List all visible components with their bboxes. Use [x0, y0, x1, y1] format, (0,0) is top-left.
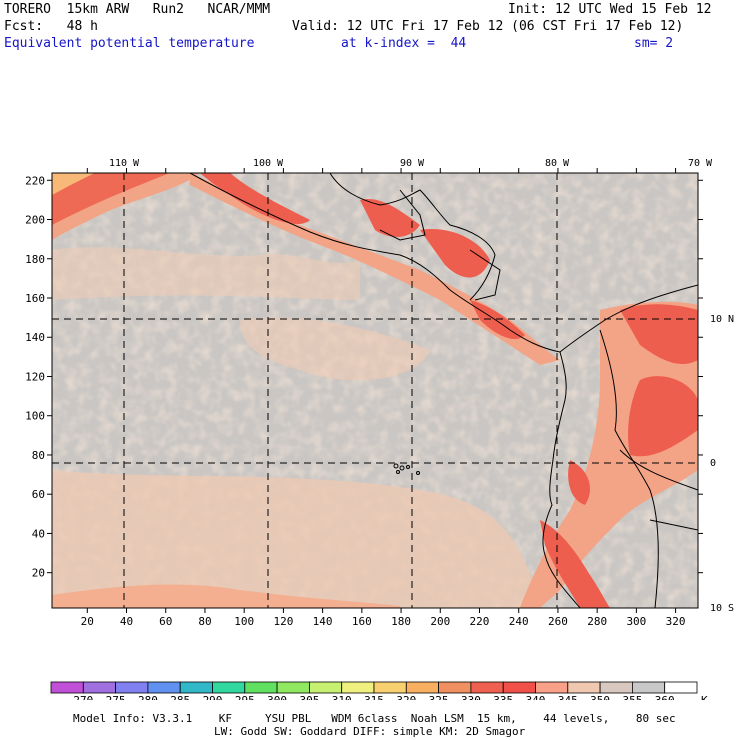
y-tick-label: 80 — [32, 449, 45, 462]
colorbar-level-label: 340 — [526, 694, 546, 700]
map-frame — [51, 172, 699, 609]
y-tick-label: 20 — [32, 567, 45, 580]
x-tick-label: 140 — [313, 615, 333, 628]
y-axis-ticks — [47, 179, 703, 574]
valid-time: Valid: 12 UTC Fri 17 Feb 12 (06 CST Fri … — [292, 19, 684, 34]
graticule — [52, 173, 698, 608]
x-tick-label: 40 — [120, 615, 133, 628]
colorbar-level-label: 320 — [396, 694, 416, 700]
y-tick-label: 200 — [25, 214, 45, 227]
x-tick-label: 260 — [548, 615, 568, 628]
lat-label-0: 0 — [710, 458, 716, 469]
y-tick-label: 120 — [25, 370, 45, 383]
colorbar-swatch — [82, 681, 117, 694]
colorbar-level-label: 310 — [332, 694, 352, 700]
field-name: Equivalent potential temperature — [4, 36, 255, 51]
colorbar-level-label: 345 — [558, 694, 578, 700]
map-plot: 20 40 60 80 100 120 140 160 180 200 220 240 260 280 30… — [25, 158, 734, 700]
colorbar-swatch — [244, 681, 278, 694]
y-tick-label: 100 — [25, 410, 45, 423]
colorbar-swatch — [212, 681, 246, 694]
colorbar-swatch — [115, 681, 149, 694]
colorbar-swatch — [567, 681, 601, 694]
colorbar-level-label: 305 — [299, 694, 319, 700]
model-title: TORERO 15km ARW Run2 NCAR/MMM — [4, 2, 271, 17]
galapagos-islands — [393, 463, 420, 475]
y-tick-label: 220 — [25, 174, 45, 187]
y-tick-label: 140 — [25, 331, 45, 344]
colorbar-swatch — [502, 681, 536, 694]
colorbar-level-label: 270 — [73, 694, 93, 700]
x-tick-label: 60 — [159, 615, 172, 628]
colorbar-swatch — [470, 681, 504, 694]
y-tick-label: 60 — [32, 488, 45, 501]
x-tick-label: 100 — [234, 615, 254, 628]
init-time: Init: 12 UTC Wed 15 Feb 12 — [508, 2, 712, 17]
colorbar-level-label: 275 — [106, 694, 126, 700]
colorbar-level-label: 300 — [267, 694, 287, 700]
y-tick-label: 180 — [25, 253, 45, 266]
lon-label-100w: 100 W — [253, 158, 284, 169]
colorbar-swatch — [632, 681, 666, 694]
lon-label-110w: 110 W — [109, 158, 140, 169]
x-tick-label: 280 — [587, 615, 607, 628]
x-tick-label: 180 — [391, 615, 411, 628]
colorbar-level-label: 355 — [622, 694, 642, 700]
x-tick-label: 200 — [430, 615, 450, 628]
colorbar-swatch — [50, 681, 84, 694]
colorbar-swatch — [373, 681, 407, 694]
x-tick-label: 220 — [470, 615, 490, 628]
x-tick-label: 20 — [81, 615, 94, 628]
colorbar-level-label: 295 — [235, 694, 255, 700]
lat-label-10n: 10 N — [710, 314, 734, 325]
colorbar-swatch — [308, 681, 343, 694]
colorbar-swatch — [276, 681, 310, 694]
lon-label-80w: 80 W — [545, 158, 570, 169]
model-info-line1: Model Info: V3.3.1 KF YSU PBL WDM 6class… — [73, 712, 676, 725]
colorbar-level-label: 335 — [493, 694, 513, 700]
x-axis-ticks — [86, 168, 677, 613]
colorbar-swatch — [664, 681, 698, 694]
equivalent-potential-temperature-field — [52, 173, 698, 608]
x-tick-label: 240 — [509, 615, 529, 628]
x-tick-label: 300 — [626, 615, 646, 628]
lon-label-90w: 90 W — [400, 158, 425, 169]
colorbar-swatch — [438, 681, 472, 694]
lat-label-10s: 10 S — [710, 603, 734, 614]
colorbar-labels: 270 275 280 285 290 295 300 305 310 315 320 325 330 3… — [73, 694, 674, 700]
colorbar-swatch — [179, 681, 213, 694]
y-tick-label: 40 — [32, 527, 45, 540]
colorbar-level-label: 350 — [590, 694, 610, 700]
colorbar-swatch — [341, 681, 375, 694]
colorbar-swatch — [599, 681, 633, 694]
colorbar-unit: K — [701, 694, 708, 700]
model-info-line2: LW: Godd SW: Goddard DIFF: simple KM: 2D… — [214, 725, 526, 738]
x-tick-label: 80 — [198, 615, 211, 628]
y-axis-labels: 220 200 180 160 140 120 100 80 60 40 20 — [25, 174, 45, 579]
x-tick-label: 320 — [666, 615, 686, 628]
level-label: at k-index = 44 — [341, 36, 467, 51]
colorbar-level-label: 315 — [364, 694, 384, 700]
colorbar-level-label: 280 — [138, 694, 158, 700]
colorbar-level-label: 330 — [461, 694, 481, 700]
colorbar-level-label: 360 — [655, 694, 675, 700]
coastlines — [189, 173, 698, 608]
colorbar-swatch — [405, 681, 439, 694]
colorbar-level-label: 325 — [429, 694, 449, 700]
colorbar-swatch — [147, 681, 181, 694]
forecast-hour: Fcst: 48 h — [4, 19, 98, 34]
colorbar-level-label: 285 — [170, 694, 190, 700]
x-tick-label: 120 — [273, 615, 293, 628]
lon-label-70w: 70 W — [688, 158, 713, 169]
colorbar-swatch — [535, 681, 569, 694]
colorbar-level-label: 290 — [203, 694, 223, 700]
x-axis-labels: 20 40 60 80 100 120 140 160 180 200 220 240 260 280 30… — [81, 615, 686, 628]
x-tick-label: 160 — [352, 615, 372, 628]
smoothing-label: sm= 2 — [634, 36, 674, 51]
colorbar — [50, 681, 698, 694]
y-tick-label: 160 — [25, 292, 45, 305]
